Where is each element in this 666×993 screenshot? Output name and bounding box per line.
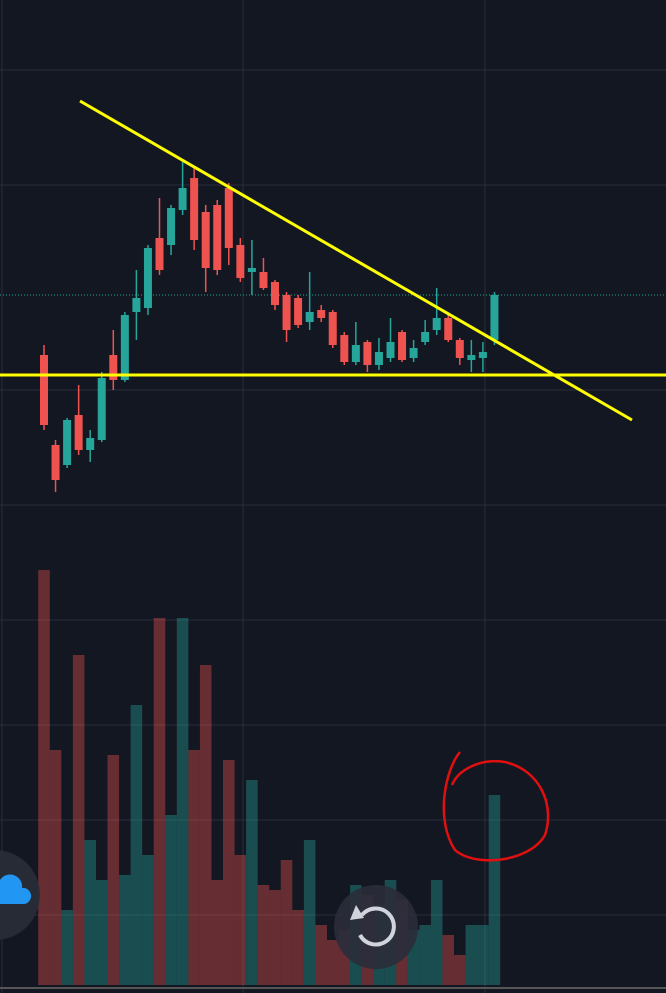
volume-bar — [419, 925, 431, 985]
volume-bar — [488, 795, 501, 985]
volume-bar — [72, 655, 85, 985]
volume-bar — [199, 665, 212, 985]
volume-bar — [303, 840, 316, 985]
candle-body — [328, 312, 337, 345]
candle-body — [86, 438, 95, 450]
trend-line — [79, 99, 633, 422]
candle-body — [478, 352, 487, 358]
candle-body — [120, 315, 129, 380]
volume-bar — [165, 815, 177, 985]
candle-body — [444, 318, 453, 340]
volume-bar — [130, 705, 143, 985]
volume-bar — [269, 890, 281, 985]
reset-button[interactable] — [334, 885, 418, 969]
candle-body — [455, 340, 464, 358]
volume-bar — [153, 618, 166, 985]
candle-body — [294, 298, 303, 325]
volume-bar — [38, 570, 50, 985]
candle-body — [351, 345, 360, 362]
candle-body — [317, 310, 326, 318]
candle-body — [363, 342, 372, 365]
candle-body — [109, 355, 118, 380]
volume-bar — [61, 910, 73, 985]
volume-bar — [84, 840, 96, 985]
candle-body — [155, 238, 164, 270]
cloud-button[interactable] — [0, 850, 40, 940]
candle-body — [386, 342, 395, 358]
candle-body — [97, 378, 106, 440]
volume-bar — [119, 875, 131, 985]
candle-body — [409, 348, 418, 358]
candle-body — [398, 332, 407, 360]
candle-body — [271, 282, 279, 305]
candle-body — [467, 355, 476, 360]
volume-bar — [211, 880, 224, 985]
candle-body — [143, 248, 152, 308]
candle-body — [340, 335, 349, 362]
candle-body — [490, 295, 499, 340]
candle-body — [247, 268, 256, 272]
candle-body — [374, 352, 383, 365]
volume-bar — [95, 880, 108, 985]
candle-body — [305, 312, 314, 322]
candle-body — [63, 420, 72, 465]
volume-bar — [338, 930, 351, 985]
candle-body — [259, 272, 268, 288]
volume-bar — [407, 930, 420, 985]
volume-bar — [257, 885, 270, 985]
volume-bar — [142, 855, 154, 985]
volume-bar — [477, 925, 489, 985]
candle-body — [213, 205, 222, 270]
candle-body — [51, 445, 60, 480]
volume-bar — [107, 755, 120, 985]
candle-body — [432, 318, 441, 330]
volume-bar — [326, 940, 339, 985]
candle-body — [421, 332, 430, 342]
volume-bar — [430, 880, 443, 985]
candle-body — [282, 295, 291, 330]
volume-bar — [188, 750, 200, 985]
volume-bar — [49, 750, 62, 985]
candle-body — [236, 245, 245, 278]
candle-body — [201, 212, 210, 268]
candle-body — [132, 298, 141, 312]
candle-body — [178, 188, 187, 210]
candle-body — [74, 415, 83, 450]
volume-bar — [292, 910, 304, 985]
volume-bar — [176, 618, 189, 985]
candle-layer — [40, 162, 499, 492]
volume-bar — [465, 925, 478, 985]
volume-bar — [442, 935, 455, 985]
candle-body — [190, 178, 199, 240]
volume-bar — [280, 860, 293, 985]
volume-bar — [454, 955, 466, 985]
highlight-circle — [442, 751, 550, 862]
volume-bar — [246, 780, 258, 985]
volume-bar — [234, 855, 247, 985]
candle-body — [167, 208, 176, 245]
candle-body — [224, 188, 233, 248]
volume-bar — [315, 925, 327, 985]
volume-bar — [223, 760, 235, 985]
candle-body — [40, 355, 48, 425]
